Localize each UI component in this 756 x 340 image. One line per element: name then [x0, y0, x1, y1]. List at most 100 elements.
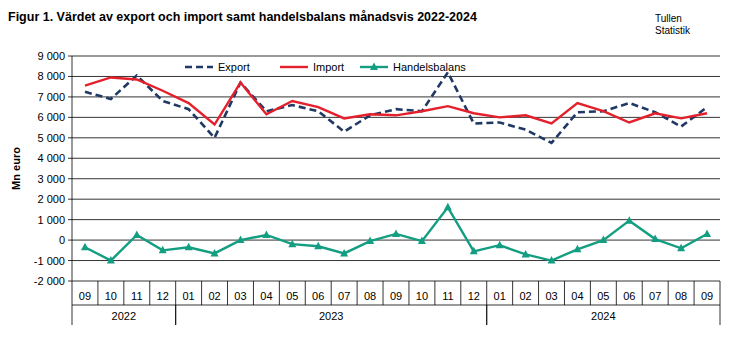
x-tick — [616, 281, 617, 305]
x-tick-label: 01 — [494, 290, 506, 302]
x-tick — [590, 281, 591, 305]
x-tick-label: 03 — [545, 290, 557, 302]
legend-marker — [370, 63, 378, 71]
series-marker — [418, 237, 426, 245]
x-group-label: 2022 — [112, 310, 136, 322]
grid-line — [72, 117, 720, 118]
x-tick-label: 08 — [675, 290, 687, 302]
x-tick-label: 05 — [597, 290, 609, 302]
grid-line — [72, 260, 720, 261]
x-tick-label: 08 — [364, 290, 376, 302]
x-tick-label: 06 — [312, 290, 324, 302]
y-tick — [68, 219, 72, 220]
annotation: Statistik — [655, 25, 691, 36]
series-marker — [211, 249, 219, 256]
series-line — [85, 207, 707, 260]
x-tick — [305, 281, 306, 305]
grid-line — [72, 56, 720, 57]
y-tick — [68, 158, 72, 159]
x-tick — [642, 281, 643, 305]
x-tick — [227, 281, 228, 305]
grid-line — [72, 96, 720, 97]
y-tick — [68, 178, 72, 179]
group-separator — [175, 305, 176, 325]
series-marker — [159, 246, 167, 254]
x-tick — [720, 281, 721, 305]
group-separator — [175, 305, 176, 325]
x-tick — [201, 281, 202, 305]
x-tick-label: 06 — [623, 290, 635, 302]
y-tick — [68, 260, 72, 261]
x-tick — [512, 281, 513, 305]
series-line — [85, 72, 707, 143]
x-tick-label: 02 — [519, 290, 531, 302]
y-tick — [68, 76, 72, 77]
series-marker — [340, 249, 348, 256]
x-tick-label: 07 — [338, 290, 350, 302]
annotation: Tullen — [655, 13, 682, 24]
x-tick — [175, 281, 176, 305]
x-tick-label: 07 — [649, 290, 661, 302]
x-tick-label: 09 — [701, 290, 713, 302]
x-tick-label: 04 — [571, 290, 583, 302]
series-marker — [236, 236, 244, 244]
x-tick — [331, 281, 332, 305]
series-marker — [496, 241, 504, 249]
y-tick-label: 7 000 — [37, 91, 65, 103]
legend-label: Handelsbalans — [393, 61, 466, 73]
x-tick — [486, 281, 487, 305]
group-separator — [486, 305, 487, 325]
grid-line — [72, 219, 720, 220]
x-tick-label: 10 — [105, 290, 117, 302]
series-marker — [599, 236, 607, 244]
x-tick-label: 11 — [131, 290, 142, 302]
y-tick-label: 2 000 — [37, 193, 65, 205]
series-marker — [444, 203, 452, 211]
chart: Figur 1. Värdet av export och import sam… — [0, 0, 756, 340]
y-tick — [68, 281, 72, 282]
x-tick — [564, 281, 565, 305]
series-marker — [392, 229, 400, 237]
legend-label: Import — [313, 61, 344, 73]
series-marker — [288, 240, 296, 248]
series-marker — [573, 245, 581, 253]
y-tick-label: 8 000 — [37, 70, 65, 82]
series-marker — [107, 256, 115, 264]
x-tick-label: 03 — [234, 290, 246, 302]
series-marker — [677, 244, 685, 252]
x-tick-label: 02 — [208, 290, 220, 302]
series-marker — [651, 235, 659, 243]
x-tick-label: 10 — [416, 290, 428, 302]
grid-line — [72, 199, 720, 200]
x-tick-label: 09 — [390, 290, 402, 302]
series-marker — [470, 247, 478, 255]
series-marker — [133, 230, 141, 238]
x-tick — [694, 281, 695, 305]
y-tick — [68, 56, 72, 57]
y-tick-label: 9 000 — [37, 50, 65, 62]
grid-line — [72, 240, 720, 241]
x-tick-label: 04 — [260, 290, 272, 302]
y-tick — [68, 96, 72, 97]
y-tick — [68, 117, 72, 118]
x-tick-label: 12 — [468, 290, 480, 302]
y-tick — [68, 240, 72, 241]
y-tick-label: 0 — [59, 234, 65, 246]
x-tick — [123, 281, 124, 305]
grid-line — [72, 76, 720, 77]
x-tick — [253, 281, 254, 305]
x-tick — [97, 281, 98, 305]
title: Figur 1. Värdet av export och import sam… — [8, 10, 477, 24]
x-tick — [668, 281, 669, 305]
x-tick — [460, 281, 461, 305]
x-tick-label: 05 — [286, 290, 298, 302]
y-tick-label: 3 000 — [37, 173, 65, 185]
series-marker — [81, 243, 89, 251]
x-group-label: 2024 — [591, 310, 615, 322]
y-tick-label: 4 000 — [37, 152, 65, 164]
group-separator — [72, 305, 73, 325]
grid-line — [72, 158, 720, 159]
y-tick — [68, 199, 72, 200]
grid-line — [72, 137, 720, 138]
x-tick — [538, 281, 539, 305]
